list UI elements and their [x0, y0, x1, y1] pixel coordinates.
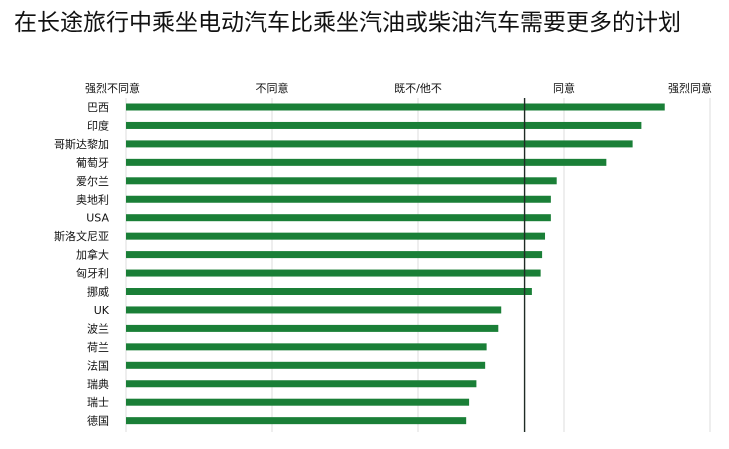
- bar: [126, 417, 467, 425]
- category-label: 奥地利: [76, 192, 109, 206]
- x-tick-label: 不同意: [256, 81, 289, 95]
- bar: [126, 269, 541, 277]
- bars: [126, 103, 665, 425]
- x-tick-label: 同意: [553, 81, 575, 95]
- bar: [126, 343, 487, 351]
- category-label: 爱尔兰: [76, 175, 109, 188]
- category-label: 瑞典: [87, 377, 109, 391]
- bar: [126, 177, 557, 185]
- category-label: 加拿大: [76, 248, 109, 262]
- category-label: UK: [94, 304, 110, 317]
- bar: [126, 288, 532, 295]
- x-tick-label: 强烈不同意: [85, 81, 140, 95]
- bar: [126, 140, 633, 148]
- category-label: 荷兰: [87, 341, 109, 354]
- category-label: 葡萄牙: [76, 156, 109, 169]
- bar: [126, 306, 502, 314]
- category-label: 法国: [87, 358, 109, 372]
- bar: [126, 158, 607, 166]
- chart-title: 在长途旅行中乘坐电动汽车比乘坐汽油或柴油汽车需要更多的计划: [14, 10, 681, 36]
- x-tick-label: 既不/他不: [394, 82, 442, 95]
- bar: [126, 324, 499, 332]
- bar: [126, 121, 642, 129]
- bar: [126, 380, 477, 388]
- axis-labels: 强烈不同意 不同意 既不/他不 同意 强烈同意: [85, 81, 712, 95]
- bar: [126, 398, 470, 406]
- bar: [126, 103, 665, 111]
- bar: [126, 214, 551, 222]
- category-label: 瑞士: [87, 395, 109, 409]
- category-label: 哥斯达黎加: [54, 137, 109, 151]
- category-label: 印度: [87, 118, 109, 132]
- category-label: 斯洛文尼亚: [54, 229, 109, 243]
- category-label: 德国: [87, 414, 109, 428]
- category-label: 挪威: [87, 285, 109, 299]
- category-label: USA: [86, 212, 109, 225]
- bar: [126, 361, 486, 369]
- bar: [126, 251, 543, 259]
- category-label: 巴西: [87, 101, 109, 114]
- category-label: 波兰: [87, 322, 109, 335]
- bar: [126, 195, 551, 203]
- bar: [126, 232, 546, 240]
- category-label: 匈牙利: [76, 266, 109, 280]
- grid-lines: [125, 98, 711, 432]
- x-tick-label: 强烈同意: [668, 81, 712, 95]
